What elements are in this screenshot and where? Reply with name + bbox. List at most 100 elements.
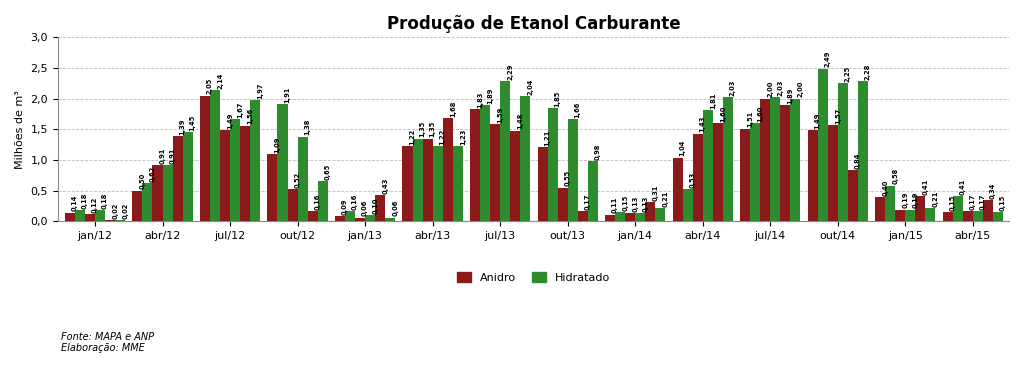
Bar (885, 186, 895, 221)
Bar (548, 108, 558, 221)
Legend: Anidro, Hidratado: Anidro, Hidratado (453, 267, 614, 287)
Bar (740, 129, 751, 221)
Bar (605, 215, 615, 221)
Text: 2,04: 2,04 (527, 79, 534, 95)
Bar (317, 181, 328, 221)
Text: 1,89: 1,89 (487, 88, 494, 104)
Bar (402, 146, 413, 221)
Text: 0,50: 0,50 (139, 173, 145, 190)
Text: 1,22: 1,22 (410, 129, 416, 145)
Text: 0,21: 0,21 (663, 191, 669, 207)
Text: 1,83: 1,83 (477, 92, 483, 108)
Bar (645, 202, 655, 221)
Bar (345, 212, 355, 221)
Text: 0,17: 0,17 (980, 193, 986, 210)
Text: 0,43: 0,43 (382, 177, 388, 194)
Bar (983, 201, 993, 221)
Title: Produção de Etanol Carburante: Produção de Etanol Carburante (387, 15, 680, 33)
Bar (200, 96, 210, 221)
Bar (858, 81, 868, 221)
Bar (240, 125, 250, 221)
Text: 0,65: 0,65 (325, 164, 331, 180)
Text: 0,13: 0,13 (642, 196, 648, 212)
Bar (848, 170, 858, 221)
Bar (250, 100, 260, 221)
Bar (480, 105, 490, 221)
Text: 1,56: 1,56 (247, 108, 253, 124)
Bar (142, 183, 153, 221)
Text: 0,17: 0,17 (585, 193, 591, 210)
Text: 1,91: 1,91 (285, 86, 291, 103)
Text: 1,85: 1,85 (555, 91, 560, 107)
Bar (713, 123, 723, 221)
Text: 0,19: 0,19 (902, 192, 908, 208)
Text: 0,84: 0,84 (855, 152, 861, 169)
Text: 2,00: 2,00 (798, 81, 804, 98)
Bar (182, 132, 193, 221)
Bar (683, 189, 692, 221)
Text: 0,41: 0,41 (923, 178, 929, 195)
Bar (702, 110, 713, 221)
Text: 1,49: 1,49 (227, 112, 233, 129)
Text: 1,21: 1,21 (545, 130, 551, 146)
Text: 0,02: 0,02 (113, 202, 118, 219)
Bar (578, 211, 588, 221)
Text: 2,25: 2,25 (845, 66, 851, 82)
Text: 1,04: 1,04 (680, 140, 686, 156)
Text: 1,48: 1,48 (517, 113, 523, 129)
Text: 2,28: 2,28 (865, 64, 871, 80)
Text: 0,12: 0,12 (92, 196, 98, 213)
Bar (75, 210, 85, 221)
Bar (751, 123, 760, 221)
Bar (827, 125, 838, 221)
Bar (173, 136, 182, 221)
Text: 1,59: 1,59 (498, 106, 503, 123)
Bar (791, 99, 801, 221)
Text: 1,35: 1,35 (430, 121, 435, 137)
Text: 0,11: 0,11 (612, 197, 618, 213)
Bar (355, 217, 366, 221)
Bar (692, 134, 702, 221)
Bar (210, 90, 220, 221)
Bar (952, 196, 963, 221)
Text: 1,23: 1,23 (460, 128, 466, 145)
Bar (385, 217, 395, 221)
Bar (65, 213, 75, 221)
Bar (220, 130, 230, 221)
Bar (153, 166, 163, 221)
Bar (510, 131, 520, 221)
Text: 1,39: 1,39 (179, 118, 185, 135)
Bar (876, 197, 885, 221)
Bar (780, 105, 791, 221)
Text: 0,06: 0,06 (392, 200, 398, 216)
Text: 0,17: 0,17 (970, 193, 976, 210)
Bar (470, 109, 480, 221)
Bar (973, 211, 983, 221)
Text: 0,16: 0,16 (352, 194, 358, 210)
Text: 1,67: 1,67 (238, 101, 243, 118)
Bar (567, 120, 578, 221)
Text: 0,06: 0,06 (362, 200, 368, 216)
Text: 1,38: 1,38 (305, 119, 310, 135)
Text: 0,31: 0,31 (652, 185, 658, 201)
Text: 0,34: 0,34 (990, 183, 996, 199)
Text: 0,91: 0,91 (160, 148, 166, 164)
Bar (926, 208, 936, 221)
Bar (838, 83, 848, 221)
Text: 0,21: 0,21 (933, 191, 938, 207)
Bar (655, 208, 666, 221)
Text: 2,03: 2,03 (777, 79, 783, 96)
Text: 0,98: 0,98 (595, 144, 601, 160)
Bar (278, 104, 288, 221)
Text: 2,00: 2,00 (767, 81, 773, 98)
Bar (673, 158, 683, 221)
Bar (915, 196, 926, 221)
Bar (95, 210, 105, 221)
Text: 2,05: 2,05 (207, 78, 213, 94)
Bar (635, 213, 645, 221)
Bar (453, 146, 463, 221)
Bar (105, 220, 115, 221)
Bar (963, 211, 973, 221)
Text: 1,45: 1,45 (189, 115, 196, 131)
Text: 0,16: 0,16 (314, 194, 321, 210)
